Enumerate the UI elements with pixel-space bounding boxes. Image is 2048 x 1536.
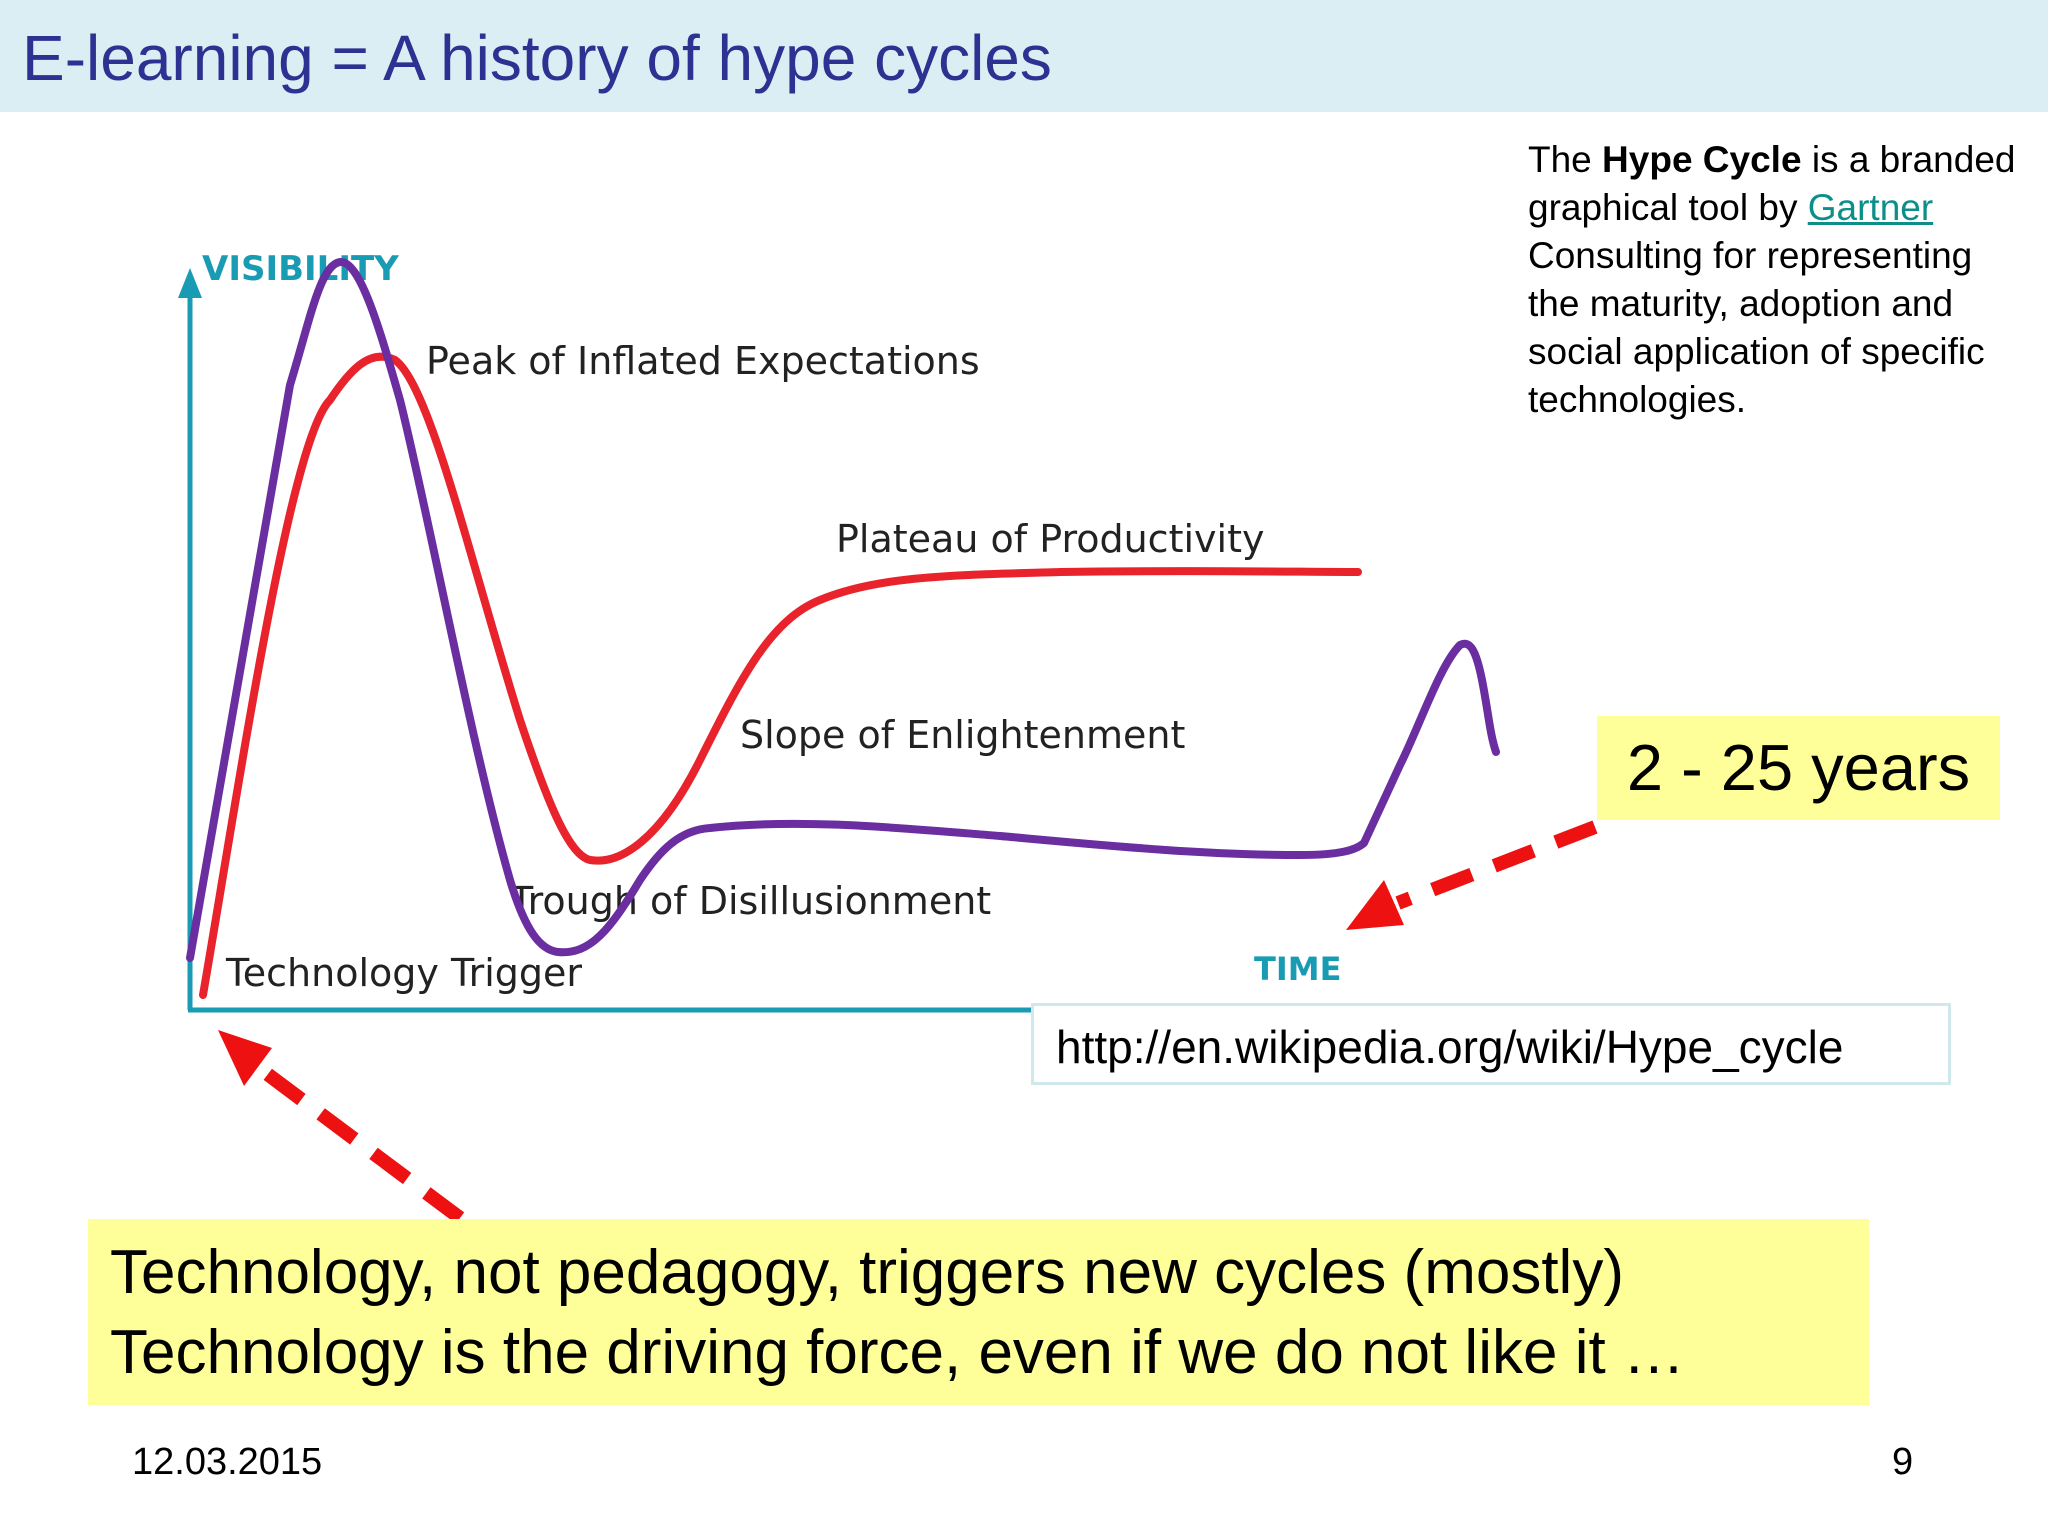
description-middle: is a branded graphical tool by	[1528, 139, 2016, 228]
statement-line-2: Technology is the driving force, even if…	[110, 1318, 1685, 1387]
description-prefix: The	[1528, 139, 1603, 180]
slope-label: Slope of Enlightenment	[740, 713, 1185, 757]
description-bold-term: Hype Cycle	[1602, 139, 1802, 180]
y-axis-arrowhead	[178, 268, 202, 298]
footer-date: 12.03.2015	[132, 1441, 323, 1483]
years-arrow-shaft	[1395, 820, 1598, 910]
description-suffix: Consulting for representing the maturity…	[1528, 235, 1985, 420]
trough-label: Trough of Disillusionment	[509, 879, 991, 923]
page-number: 9	[1892, 1441, 1914, 1483]
years-arrowhead	[1346, 880, 1404, 930]
hype-cycle-description: The Hype Cycle is a branded graphical to…	[1528, 136, 2028, 424]
peak-label: Peak of Inflated Expectations	[426, 339, 980, 383]
statement-callout: Technology, not pedagogy, triggers new c…	[88, 1219, 1869, 1405]
plateau-label: Plateau of Productivity	[836, 517, 1264, 561]
statement-line-1: Technology, not pedagogy, triggers new c…	[110, 1238, 1624, 1307]
trigger-arrow-shaft	[257, 1064, 465, 1224]
trigger-label: Technology Trigger	[225, 951, 582, 995]
y-axis-label: VISIBILITY	[202, 249, 399, 289]
gartner-link[interactable]: Gartner	[1807, 187, 1934, 228]
title-bar: E-learning = A history of hype cycles	[0, 0, 2048, 112]
trigger-arrowhead	[218, 1030, 272, 1086]
slide-title: E-learning = A history of hype cycles	[22, 22, 1052, 94]
elearning-curve	[186, 258, 1500, 962]
years-callout: 2 - 25 years	[1597, 716, 2000, 820]
hype-cycle-curve	[199, 352, 1362, 999]
x-axis-label: TIME	[1254, 950, 1341, 988]
source-url[interactable]: http://en.wikipedia.org/wiki/Hype_cycle	[1056, 1021, 1844, 1073]
source-url-box: http://en.wikipedia.org/wiki/Hype_cycle	[1031, 1003, 1951, 1085]
